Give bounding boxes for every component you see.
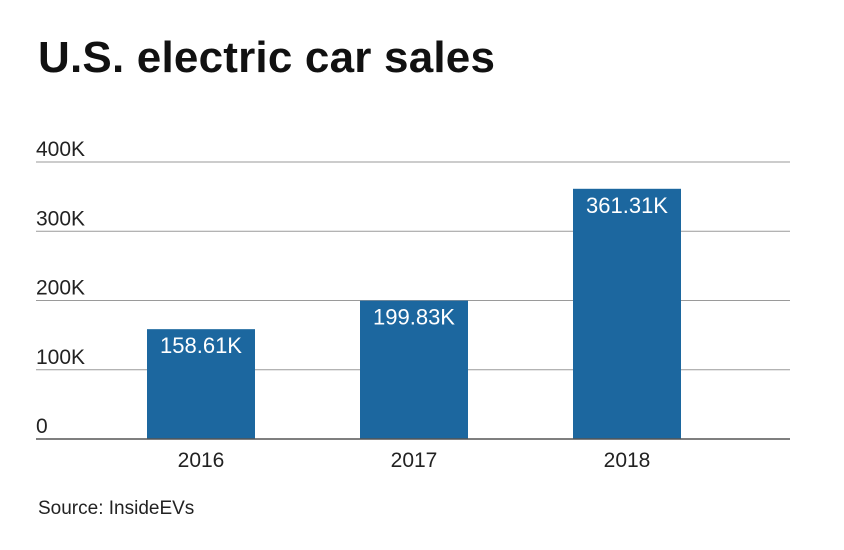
y-tick-label: 300K	[36, 207, 85, 230]
data-label: 158.61K	[160, 333, 242, 358]
source-note: Source: InsideEVs	[38, 498, 195, 519]
y-tick-label: 400K	[36, 138, 85, 161]
data-label: 361.31K	[586, 193, 668, 218]
x-tick-label: 2018	[604, 449, 651, 472]
bar	[360, 300, 468, 439]
y-tick-label: 0	[36, 415, 48, 438]
x-tick-label: 2017	[391, 449, 438, 472]
x-tick-label: 2016	[178, 449, 225, 472]
chart-title: U.S. electric car sales	[38, 33, 496, 82]
bar	[573, 188, 681, 439]
data-label: 199.83K	[373, 305, 455, 330]
bar	[147, 329, 255, 439]
y-tick-label: 100K	[36, 346, 85, 369]
y-tick-label: 200K	[36, 277, 85, 300]
